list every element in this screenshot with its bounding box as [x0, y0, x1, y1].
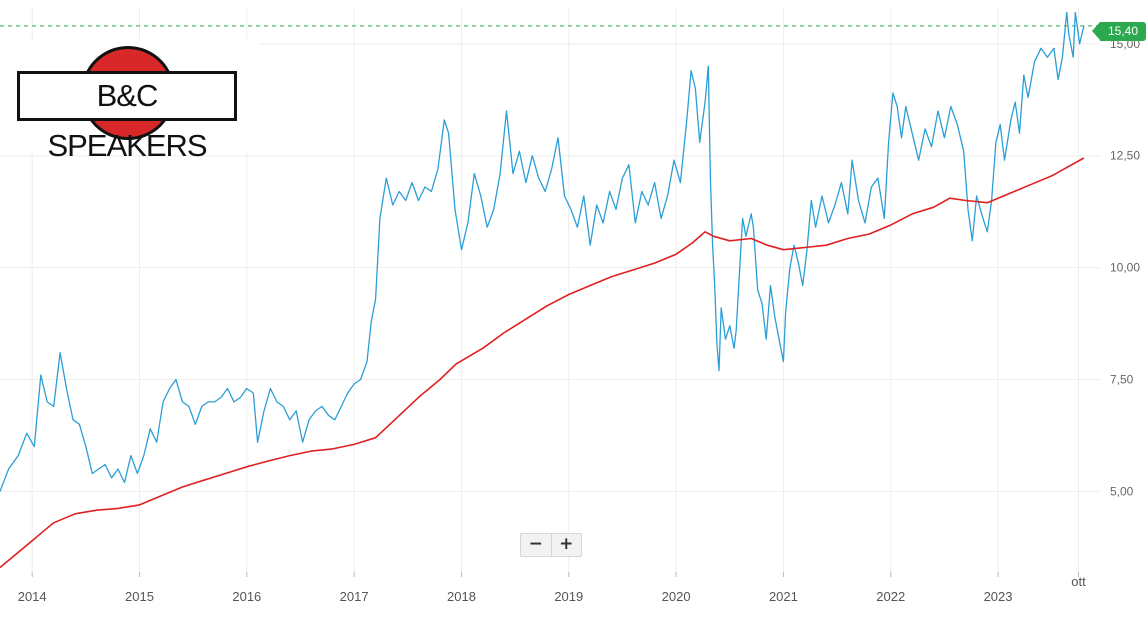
- moving-average-line: [0, 157, 1085, 569]
- x-tick-label: 2019: [554, 589, 583, 604]
- x-tick-label: 2015: [125, 589, 154, 604]
- logo-text: B&C SPEAKERS: [47, 78, 207, 163]
- zoom-out-button[interactable]: −: [528, 534, 543, 554]
- y-tick-label: 12,50: [1110, 149, 1140, 163]
- x-tick-label: ott: [1071, 574, 1086, 589]
- series-layer: [0, 11, 1100, 569]
- x-tick-label: 2021: [769, 589, 798, 604]
- y-tick-label: 10,00: [1110, 261, 1140, 275]
- x-tick-label: 2017: [340, 589, 369, 604]
- company-logo: B&C SPEAKERS: [0, 40, 260, 163]
- x-tick-label: 2022: [876, 589, 905, 604]
- x-tick-label: 2020: [662, 589, 691, 604]
- x-tick-label: 2023: [984, 589, 1013, 604]
- x-tick-label: 2018: [447, 589, 476, 604]
- last-price-arrow: [1092, 22, 1100, 40]
- logo-band: [17, 71, 237, 121]
- zoom-controls: − +: [520, 533, 582, 557]
- y-tick-label: 7,50: [1110, 373, 1134, 387]
- zoom-in-button[interactable]: +: [550, 534, 582, 556]
- x-tick-label: 2016: [232, 589, 261, 604]
- last-price-badge: 15,40: [1092, 22, 1146, 41]
- price-series-line: [0, 11, 1085, 492]
- x-tick-label: 2014: [18, 589, 47, 604]
- last-price-label: 15,40: [1100, 22, 1146, 41]
- y-tick-label: 5,00: [1110, 484, 1134, 498]
